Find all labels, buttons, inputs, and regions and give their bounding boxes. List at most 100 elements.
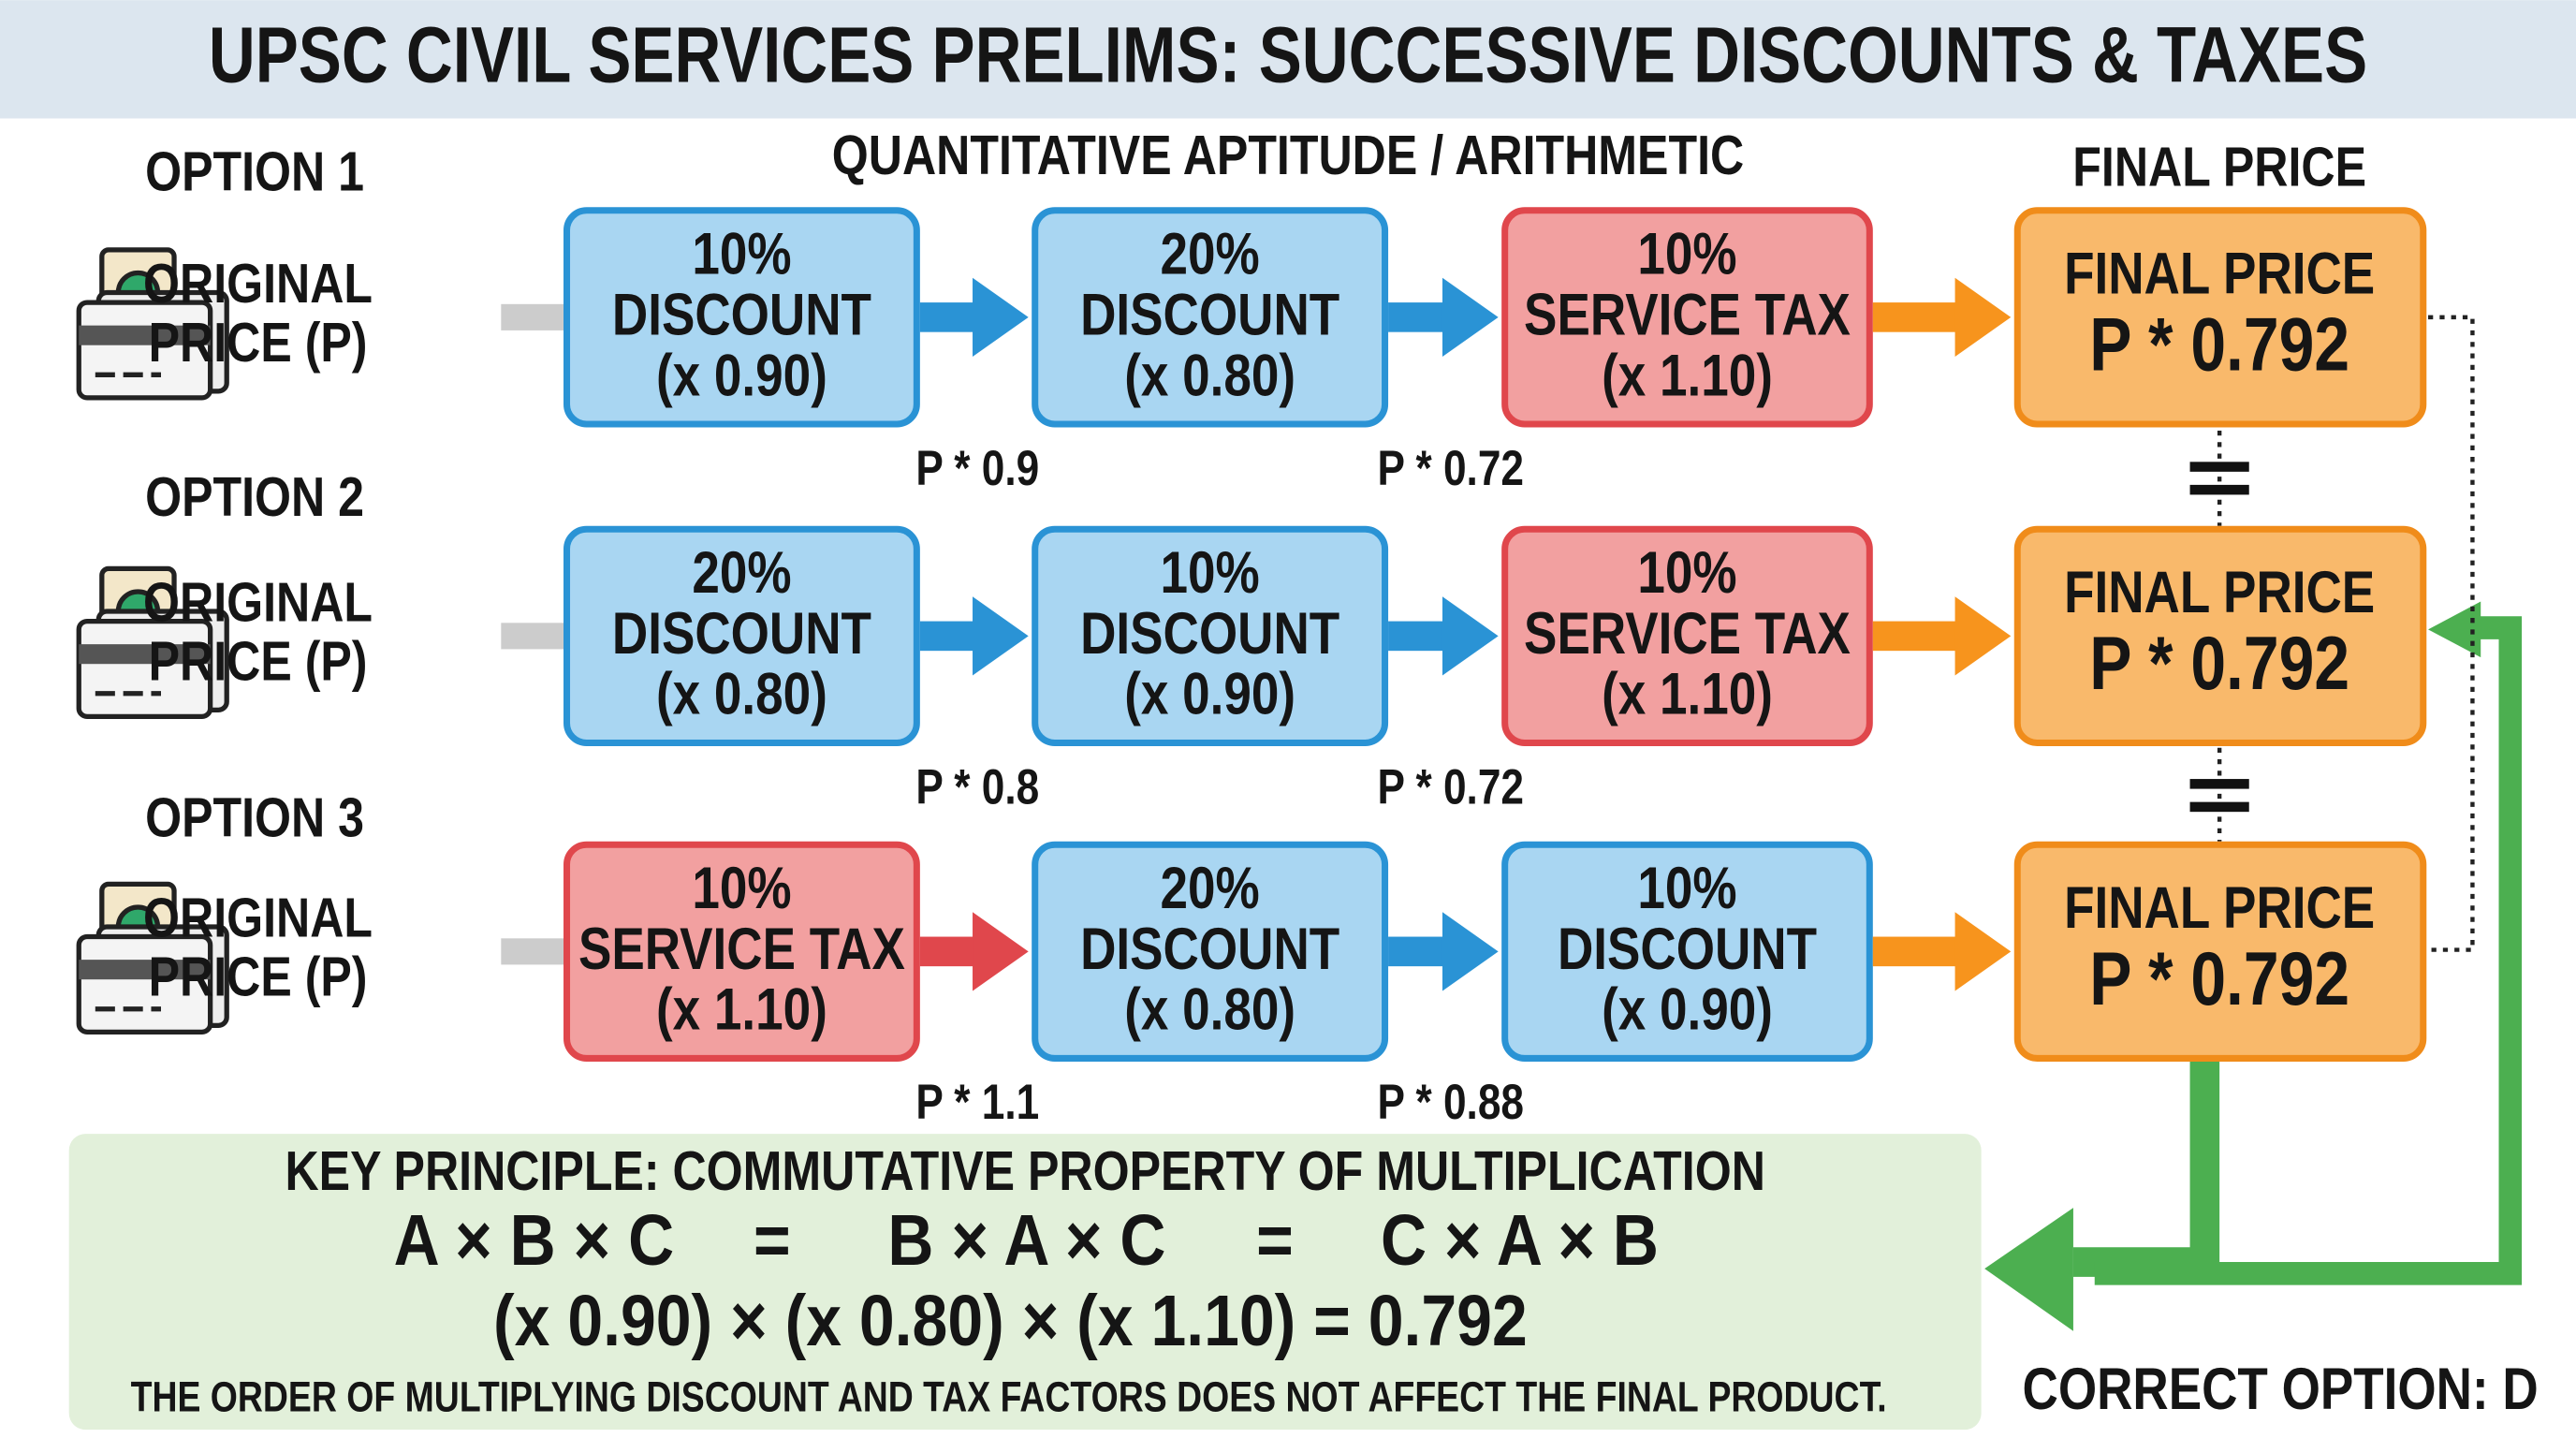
icon-part [79,325,211,345]
start-text: PRICE (P) [149,311,368,374]
icon-part [79,644,211,665]
intermediate-value: P * 0.8 [915,760,1039,814]
step-text: 10% [1637,856,1736,921]
step-text: DISCOUNT [1080,600,1339,666]
key-title: KEY PRINCIPLE: COMMUTATIVE PROPERTY OF M… [285,1139,1764,1202]
key-equation: = [754,1200,791,1281]
intermediate-value: P * 0.9 [915,441,1039,495]
arrow-head [1442,596,1499,676]
step-text: 20% [1161,856,1260,921]
key-numeric: (x 0.90) × (x 0.80) × (x 1.10) = 0.792 [493,1281,1528,1361]
arrow-head [973,912,1029,991]
arrow-shaft [1388,302,1446,332]
step-box [1501,207,1873,428]
step-text: (x 0.80) [1124,343,1295,408]
step-text: (x 0.90) [656,343,827,408]
step-text: 10% [1161,540,1260,606]
stub [501,938,564,965]
option-label: OPTION 1 [145,140,364,203]
final-text: FINAL PRICE [2064,875,2375,941]
title-bar [0,0,2576,119]
wallet-icon [76,881,229,1034]
final-text: P * 0.792 [2089,621,2349,705]
key-equation: = [1256,1200,1294,1281]
intermediate-value: P * 1.1 [915,1076,1039,1130]
start-text: PRICE (P) [149,630,368,693]
green-arrowhead [1984,1208,2073,1331]
arrow-shaft [919,936,976,967]
final-box [2013,841,2427,1062]
step-box [1032,525,1389,746]
step-box [1501,841,1873,1062]
step-text: 10% [692,221,791,286]
arrow-head [1954,596,2012,676]
green-arrowhead [2428,601,2481,658]
step-text: (x 0.90) [1124,661,1295,726]
arrow-shaft [1388,936,1446,967]
step-text: (x 1.10) [656,976,827,1042]
intermediate-value: P * 0.88 [1377,1076,1524,1130]
arrow-shaft [919,621,976,652]
intermediate-value: P * 0.72 [1377,441,1524,495]
step-text: (x 0.90) [1602,976,1773,1042]
option-label: OPTION 3 [145,785,364,848]
icon-part [79,960,211,980]
step-text: (x 1.10) [1602,661,1773,726]
title: UPSC CIVIL SERVICES PRELIMS: SUCCESSIVE … [209,11,2367,99]
step-text: (x 1.10) [1602,343,1773,408]
step-text: 10% [692,856,791,921]
step-text: DISCOUNT [1080,916,1339,981]
final-text: FINAL PRICE [2064,560,2375,625]
start-text: PRICE (P) [149,946,368,1008]
step-text: SERVICE TAX [1524,600,1851,666]
final-text: P * 0.792 [2089,936,2349,1020]
arrow-head [973,277,1029,357]
key-note: THE ORDER OF MULTIPLYING DISCOUNT AND TA… [131,1372,1887,1420]
start-text: ORIGINAL [143,252,373,315]
arrow-shaft [1388,621,1446,652]
final-text: FINAL PRICE [2064,241,2375,306]
green-connector [2072,1060,2220,1277]
key-equation: A × B × C [394,1200,675,1281]
arrow-shaft [1872,621,1959,652]
equals-signs [2189,430,2249,842]
arrow-head [1442,277,1499,357]
final-text: P * 0.792 [2089,302,2349,387]
step-box [564,207,920,428]
final-box [2013,525,2427,746]
arrow-shaft [1872,302,1959,332]
subtitle: QUANTITATIVE APTITUDE / ARITHMETIC [832,124,1744,186]
key-equation: B × A × C [887,1200,1165,1281]
green-connector [2094,616,2523,1285]
key-box [68,1134,1982,1431]
step-text: 20% [692,540,791,606]
stub [501,623,564,650]
step-text: DISCOUNT [612,282,871,347]
step-text: 10% [1637,540,1736,606]
stub [501,303,564,330]
step-text: SERVICE TAX [1524,282,1851,347]
option-label: OPTION 2 [145,465,364,528]
final-box [2013,207,2427,428]
step-text: SERVICE TAX [578,916,905,981]
arrow-head [973,596,1029,676]
step-text: DISCOUNT [1558,916,1817,981]
final-header: FINAL PRICE [2072,135,2366,198]
step-box [1032,207,1389,428]
start-text: ORIGINAL [143,886,373,948]
step-text: (x 0.80) [1124,976,1295,1042]
step-text: 20% [1161,221,1260,286]
step-text: DISCOUNT [1080,282,1339,347]
arrow-shaft [1872,936,1959,967]
start-text: ORIGINAL [143,570,373,633]
step-box [564,525,920,746]
step-text: DISCOUNT [612,600,871,666]
step-box [564,841,920,1062]
answer: CORRECT OPTION: D [2022,1357,2538,1422]
arrow-shaft [919,302,976,332]
step-box [1501,525,1873,746]
wallet-icon [76,565,229,719]
dotted-connector [2428,315,2475,952]
key-equation: C × A × B [1381,1200,1659,1281]
